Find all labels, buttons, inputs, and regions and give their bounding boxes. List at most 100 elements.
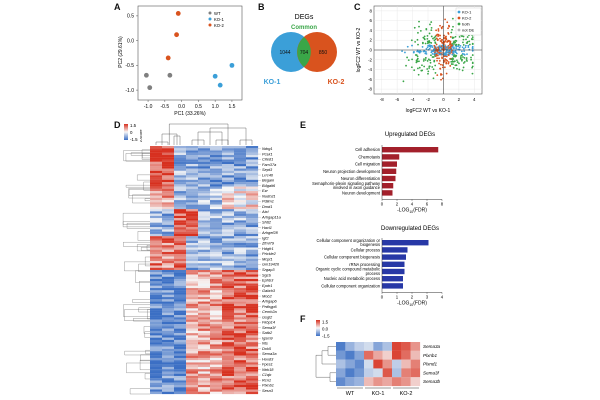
heatmap-cell: [186, 224, 199, 228]
heatmap-cell: [174, 249, 187, 253]
heatmap-cell: [246, 251, 259, 255]
heatmap-cell: [186, 249, 199, 253]
heatmap-cell: [210, 344, 223, 347]
heatmap-cell: [234, 285, 247, 289]
heatmap-cell: [162, 301, 175, 304]
logfc-point: [437, 28, 440, 30]
heatmap-cell: [210, 206, 223, 210]
heatmap-cell: [162, 375, 175, 379]
heatmap-cell: [162, 283, 175, 286]
heatmap-cell: [234, 348, 247, 352]
gene-label: Arhgef28: [261, 230, 279, 235]
heatmap-cell: [246, 245, 259, 248]
heatmap-cell: [234, 360, 247, 363]
heatmap-cell: [186, 337, 199, 340]
heatmap-cell: [234, 179, 247, 183]
heatmap-cell: [162, 371, 175, 374]
heatmap-cell: [198, 168, 211, 171]
logfc-legend-swatch: [457, 22, 461, 26]
logfc-point: [444, 58, 446, 60]
logfc-point: [424, 42, 427, 45]
panel-e-go-bars: Upregulated DEGs Cell adhesionChemotaxis…: [312, 132, 444, 307]
heatmap-cell: [246, 177, 259, 180]
heatmap-cell: [198, 254, 211, 257]
heatmap-cell: [174, 191, 187, 194]
heatmap-cell: [210, 195, 223, 198]
heatmap-cell: [222, 378, 235, 381]
up-x-tick-label: 8: [441, 201, 444, 206]
f-heatmap-cell: [354, 350, 365, 360]
logfc-point: [463, 47, 465, 50]
heatmap-cell: [186, 256, 199, 259]
logfc-point: [416, 57, 419, 60]
panel-letter-a: A: [114, 2, 121, 12]
heatmap-left-dendrogram-branch: [122, 213, 150, 225]
heatmap-cell: [198, 229, 211, 232]
heatmap-cell: [186, 170, 199, 174]
heatmap-cell: [198, 213, 211, 216]
gene-label: Hoxd3: [262, 356, 274, 361]
heatmap-cell: [210, 242, 223, 246]
heatmap-cell: [174, 375, 187, 379]
up-x-tick-label: 2: [396, 201, 399, 206]
heatmap-cell: [222, 328, 235, 331]
heatmap-cell: [210, 254, 223, 257]
heatmap-cell: [186, 389, 199, 392]
heatmap-cell: [246, 391, 259, 395]
heatmap-left-dendrogram-branch: [139, 281, 150, 292]
heatmap-cell: [198, 328, 211, 331]
logfc-point: [428, 65, 431, 68]
heatmap-cell: [222, 188, 235, 192]
heatmap-cell: [234, 231, 247, 235]
heatmap-cell: [162, 222, 175, 226]
f-heatmap-cell: [373, 377, 383, 387]
down-bar: [382, 268, 405, 275]
logfc-point: [449, 36, 452, 38]
logfc-point: [461, 46, 464, 49]
heatmap-cell: [198, 387, 211, 390]
heatmap-cell: [186, 366, 199, 370]
logfc-point: [425, 28, 428, 30]
heatmap-cell: [222, 326, 235, 329]
heatmap-cell: [222, 301, 235, 304]
heatmap-cell: [234, 319, 247, 322]
heatmap-cell: [198, 206, 211, 210]
logfc-point: [459, 57, 462, 60]
heatmap-cell: [210, 335, 223, 338]
logfc-point: [453, 43, 455, 45]
heatmap-cell: [162, 193, 175, 196]
up-category-label: Neuron projection development: [323, 169, 381, 174]
heatmap-cell: [162, 317, 175, 320]
heatmap-cell: [222, 285, 235, 289]
heatmap-cell: [150, 168, 163, 171]
heatmap-cell: [210, 366, 223, 370]
heatmap-cell: [246, 209, 259, 212]
heatmap-cell: [186, 317, 199, 320]
heatmap-cell: [246, 157, 259, 160]
heatmap-cell: [150, 317, 163, 320]
heatmap-cell: [210, 177, 223, 180]
logfc-point: [444, 36, 447, 39]
heatmap-cell: [246, 254, 259, 257]
heatmap-cell: [222, 387, 235, 390]
heatmap-cell: [162, 378, 175, 381]
logfc-point: [433, 59, 436, 62]
f-heatmap-cell: [354, 377, 365, 387]
heatmap-cell: [174, 330, 187, 334]
heatmap-cell: [174, 292, 187, 295]
up-x-label-part: (FDR): [413, 207, 427, 213]
heatmap-cell: [234, 238, 247, 241]
heatmap-cell: [210, 236, 223, 239]
heatmap-cell: [222, 161, 235, 165]
logfc-point: [451, 57, 454, 60]
heatmap-cell: [198, 333, 211, 336]
heatmap-cell: [150, 254, 163, 257]
down-bar: [382, 247, 408, 253]
logfc-point: [411, 58, 413, 61]
heatmap-cell: [174, 218, 187, 221]
heatmap-cell: [234, 177, 247, 180]
heatmap-cell: [162, 321, 175, 325]
heatmap-cell: [198, 161, 211, 165]
heatmap-cell: [246, 175, 259, 178]
logfc-point: [425, 48, 428, 50]
